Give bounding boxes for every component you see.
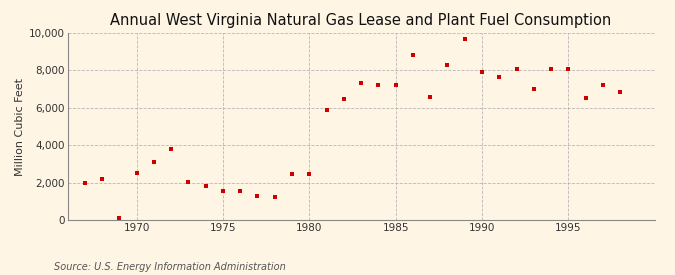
Point bbox=[217, 189, 228, 193]
Point bbox=[563, 67, 574, 72]
Point bbox=[148, 160, 159, 164]
Point bbox=[425, 94, 435, 99]
Point bbox=[287, 172, 298, 176]
Point bbox=[408, 53, 418, 58]
Point bbox=[166, 147, 177, 151]
Point bbox=[597, 83, 608, 87]
Point bbox=[615, 90, 626, 94]
Point bbox=[494, 75, 505, 79]
Point bbox=[97, 177, 107, 181]
Point bbox=[304, 172, 315, 176]
Point bbox=[235, 189, 246, 193]
Point bbox=[114, 216, 125, 220]
Point bbox=[529, 87, 539, 91]
Point bbox=[373, 83, 384, 87]
Point bbox=[80, 180, 90, 185]
Point bbox=[183, 180, 194, 184]
Point bbox=[131, 171, 142, 175]
Point bbox=[511, 66, 522, 71]
Point bbox=[252, 194, 263, 198]
Text: Source: U.S. Energy Information Administration: Source: U.S. Energy Information Administ… bbox=[54, 262, 286, 272]
Point bbox=[442, 63, 453, 67]
Point bbox=[321, 108, 332, 112]
Point bbox=[580, 95, 591, 100]
Point bbox=[390, 83, 401, 87]
Title: Annual West Virginia Natural Gas Lease and Plant Fuel Consumption: Annual West Virginia Natural Gas Lease a… bbox=[111, 13, 612, 28]
Point bbox=[545, 66, 556, 71]
Point bbox=[356, 81, 367, 86]
Point bbox=[269, 194, 280, 199]
Point bbox=[338, 97, 349, 101]
Y-axis label: Million Cubic Feet: Million Cubic Feet bbox=[15, 78, 24, 175]
Point bbox=[460, 36, 470, 41]
Point bbox=[477, 70, 487, 75]
Point bbox=[200, 184, 211, 189]
